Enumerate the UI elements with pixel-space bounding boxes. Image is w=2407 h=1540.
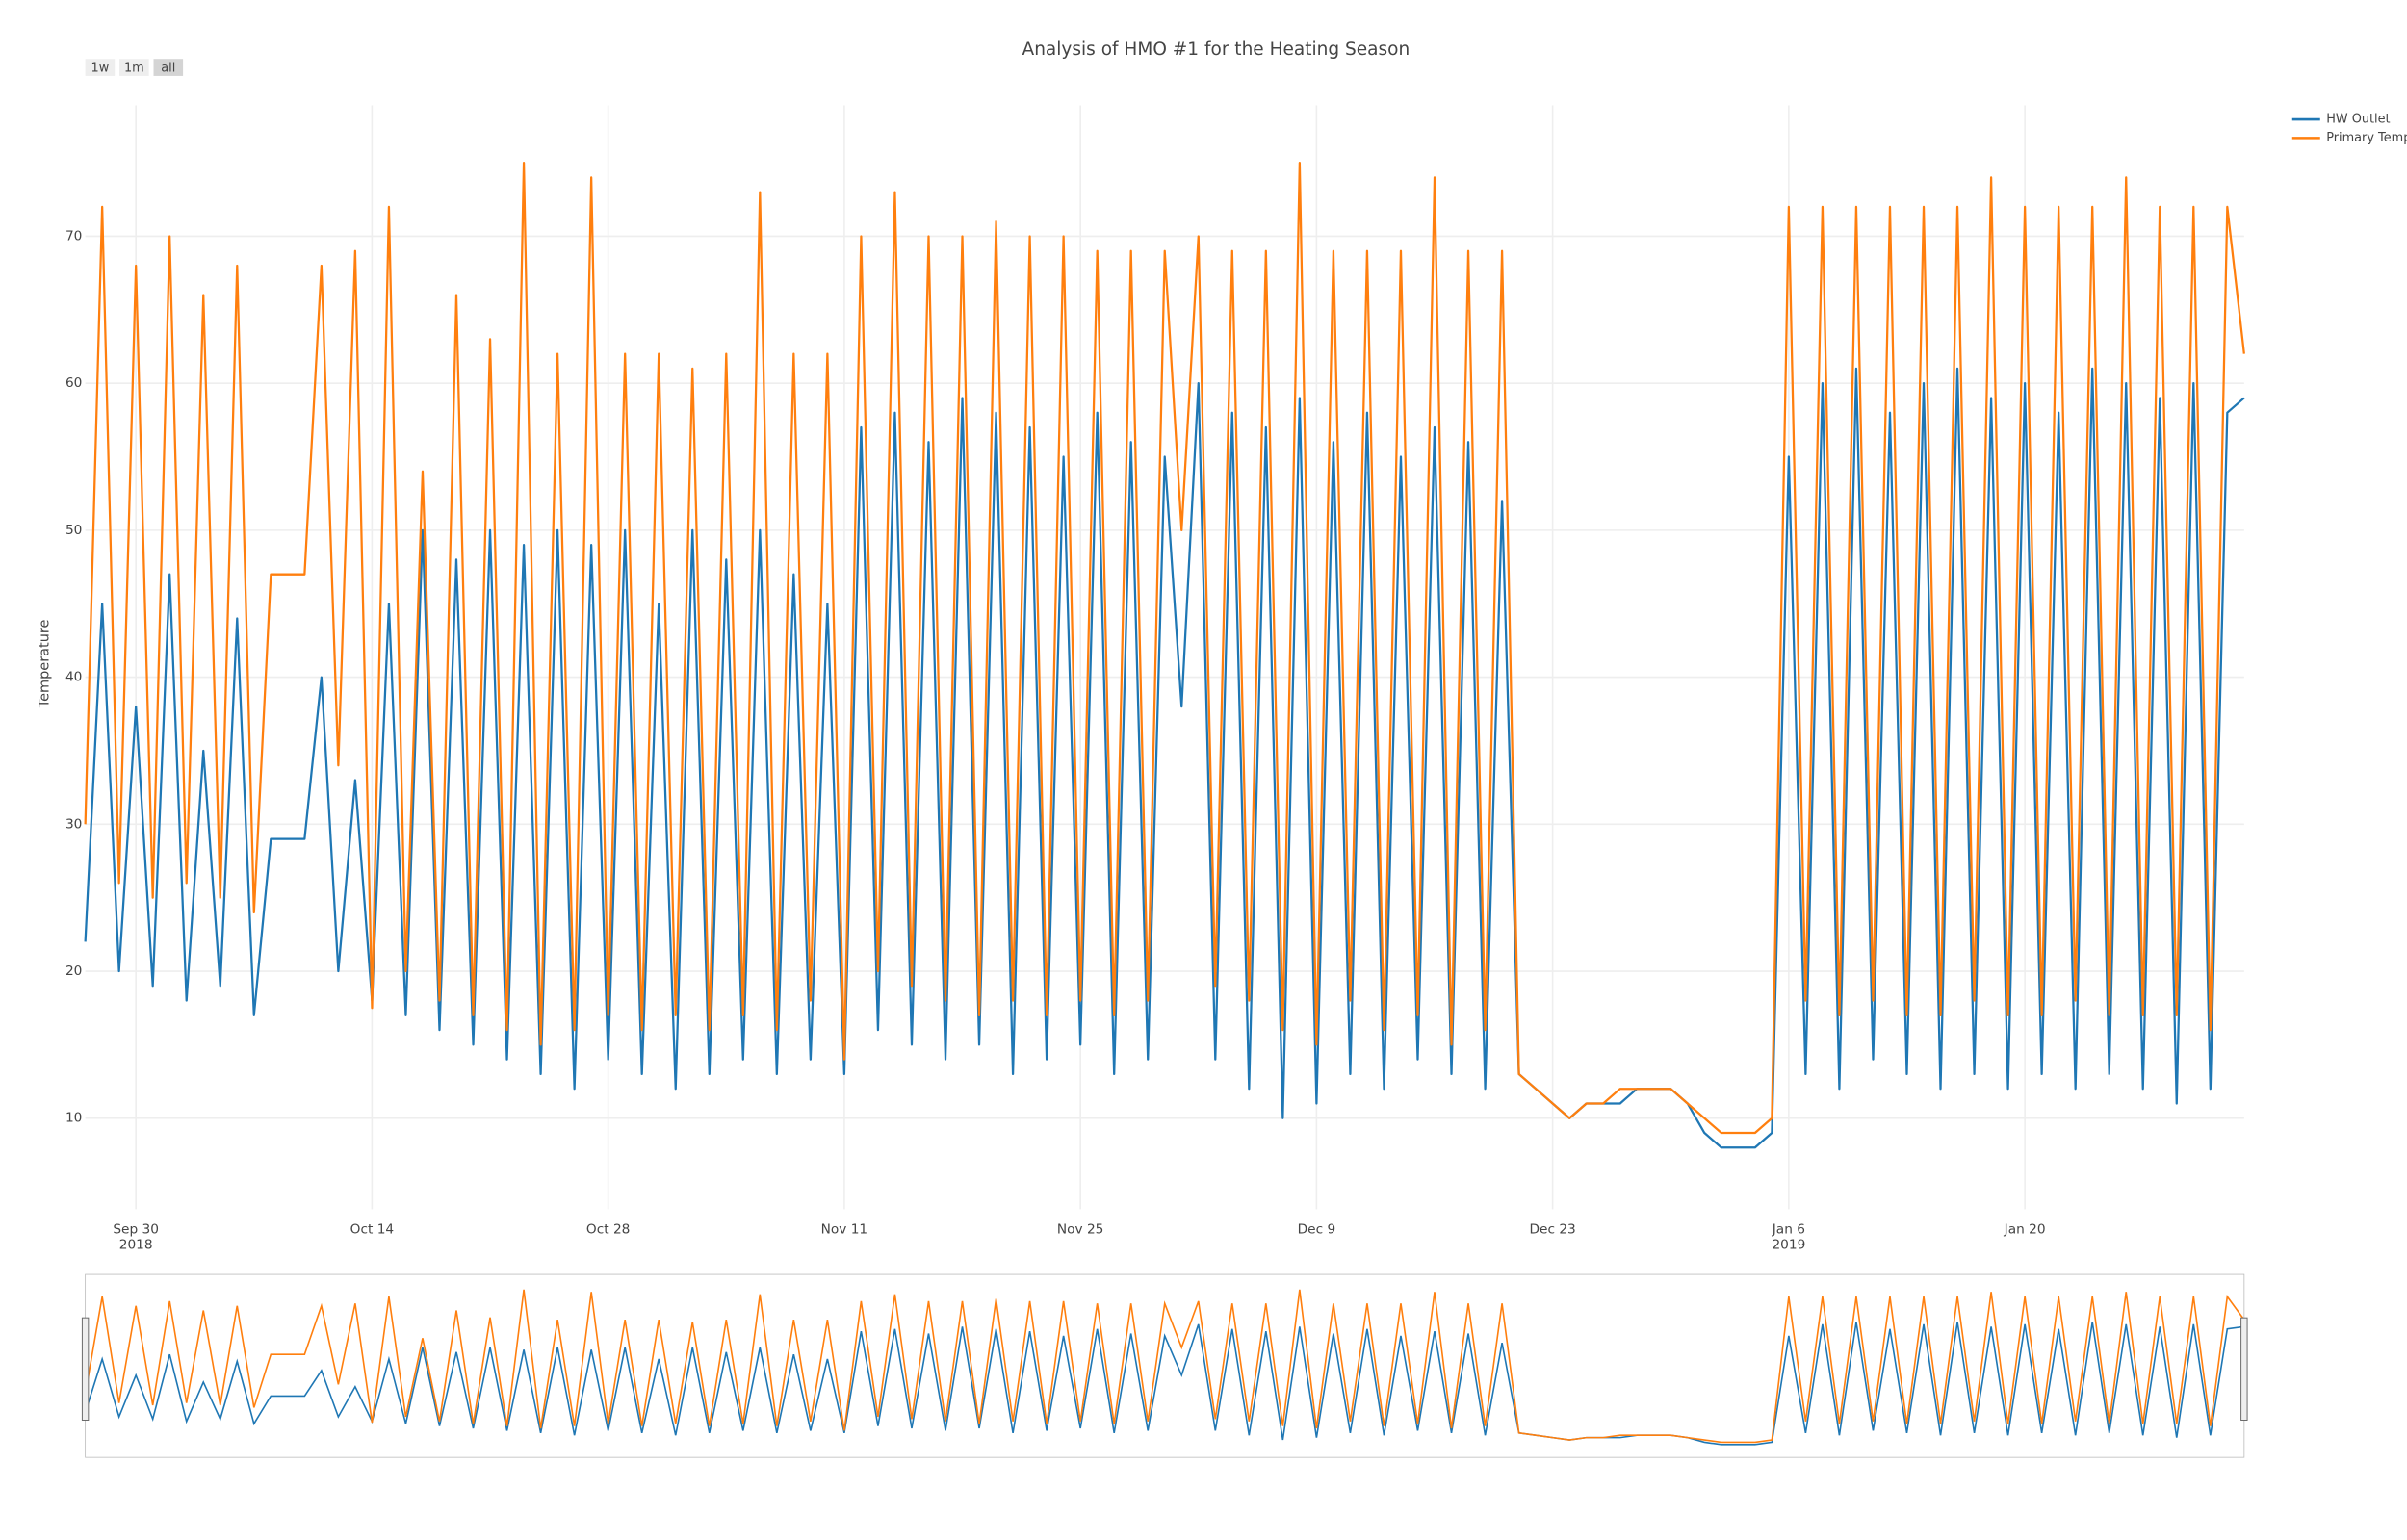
y-tick-label: 20 (65, 963, 82, 979)
range-button-label[interactable]: 1m (124, 61, 144, 75)
range-button[interactable] (85, 59, 116, 76)
range-button[interactable] (153, 59, 184, 76)
x-tick-year: 2018 (119, 1237, 153, 1252)
x-tick-label: Jan 20 (2004, 1221, 2046, 1237)
legend-label[interactable]: Primary Temp (2326, 131, 2407, 145)
y-tick-label: 50 (65, 523, 82, 538)
x-tick-label: Nov 11 (821, 1221, 867, 1237)
chart-title: Analysis of HMO #1 for the Heating Seaso… (1022, 39, 1411, 60)
x-tick-label: Nov 25 (1057, 1221, 1103, 1237)
x-tick-label: Dec 9 (1298, 1221, 1336, 1237)
x-tick-label: Oct 14 (350, 1221, 394, 1237)
y-tick-label: 10 (65, 1111, 82, 1126)
slider-line (84, 1322, 2244, 1446)
legend-label[interactable]: HW Outlet (2326, 113, 2390, 127)
slider-line (84, 1289, 2245, 1444)
slider-handle[interactable] (2240, 1317, 2248, 1421)
range-button-label[interactable]: 1w (91, 61, 110, 75)
x-tick-year: 2019 (1772, 1237, 1805, 1252)
x-tick-label: Oct 28 (586, 1221, 630, 1237)
x-tick-label: Dec 23 (1529, 1221, 1575, 1237)
x-tick-label: Sep 30 (113, 1221, 159, 1237)
y-axis-title: Temperature (38, 619, 53, 708)
series-line (84, 367, 2245, 1149)
y-tick-label: 40 (65, 670, 82, 685)
y-tick-label: 60 (65, 375, 82, 391)
series-line (84, 161, 2245, 1135)
y-tick-label: 70 (65, 228, 82, 244)
y-tick-label: 30 (65, 816, 82, 832)
range-button[interactable] (119, 59, 149, 76)
slider-handle[interactable] (81, 1317, 90, 1421)
range-button-label[interactable]: all (161, 61, 175, 75)
x-tick-label: Jan 6 (1772, 1221, 1805, 1237)
